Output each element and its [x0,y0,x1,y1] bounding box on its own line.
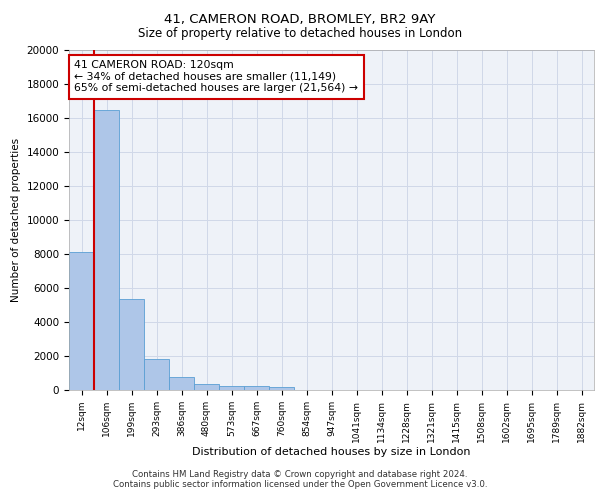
Text: Contains HM Land Registry data © Crown copyright and database right 2024.
Contai: Contains HM Land Registry data © Crown c… [113,470,487,489]
Y-axis label: Number of detached properties: Number of detached properties [11,138,21,302]
Bar [194,384,219,390]
Text: 41 CAMERON ROAD: 120sqm
← 34% of detached houses are smaller (11,149)
65% of sem: 41 CAMERON ROAD: 120sqm ← 34% of detache… [74,60,358,94]
Text: 41, CAMERON ROAD, BROMLEY, BR2 9AY: 41, CAMERON ROAD, BROMLEY, BR2 9AY [164,12,436,26]
X-axis label: Distribution of detached houses by size in London: Distribution of detached houses by size … [192,448,471,458]
Bar [219,386,244,390]
Bar [169,377,194,390]
Bar [119,299,144,390]
Text: Size of property relative to detached houses in London: Size of property relative to detached ho… [138,28,462,40]
Bar [94,110,119,390]
Bar [244,386,269,390]
Bar [144,358,169,390]
Bar [269,386,294,390]
Bar [69,252,94,390]
